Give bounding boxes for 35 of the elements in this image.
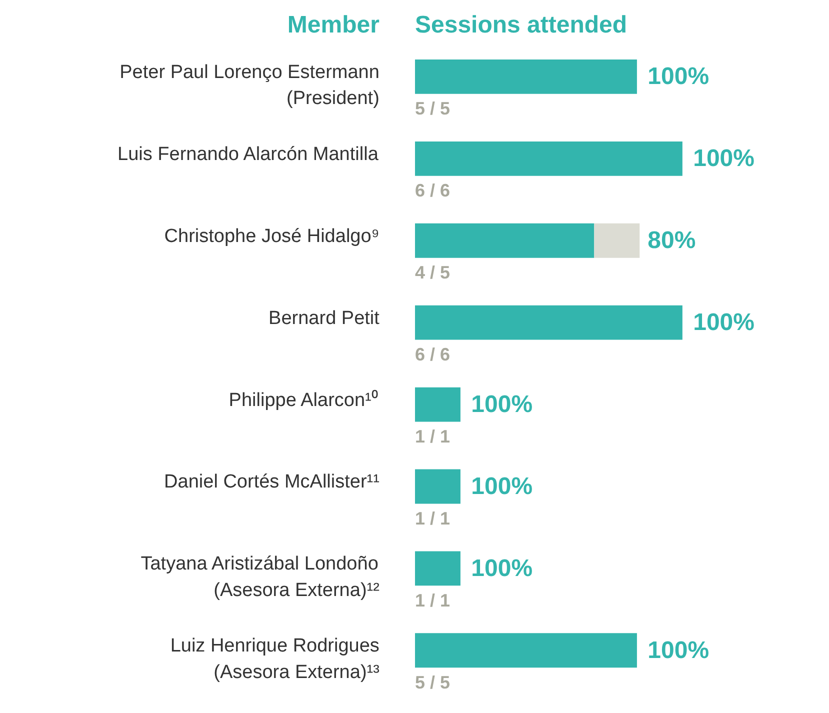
x-axis-title: Sessions attended <box>415 12 628 39</box>
y-tick-label: Bernard Petit <box>268 308 380 329</box>
bar <box>415 60 637 94</box>
bar <box>415 141 682 176</box>
bar <box>415 223 594 258</box>
bar <box>594 223 640 258</box>
y-axis-title: Member <box>287 12 380 39</box>
annotation: 5 / 5 <box>415 98 450 119</box>
annotation: 100% <box>648 63 710 90</box>
y-tick-label: Daniel Cortés McAllister¹¹ <box>164 472 380 493</box>
annotation: 100% <box>471 391 533 418</box>
bar <box>415 551 460 586</box>
y-tick-label: Luis Fernando Alarcón Mantilla <box>118 144 379 165</box>
annotation: 6 / 6 <box>415 180 450 201</box>
annotation: 100% <box>693 309 755 336</box>
bar <box>415 387 460 422</box>
y-tick-label: Christophe José Hidalgo⁹ <box>164 226 380 247</box>
annotation: 100% <box>648 636 710 664</box>
annotation: 6 / 6 <box>415 344 450 365</box>
bar <box>415 633 637 668</box>
y-tick-label: Philippe Alarcon¹⁰ <box>228 388 378 411</box>
bar <box>415 469 460 504</box>
bar <box>415 305 682 340</box>
annotation: 100% <box>693 145 755 172</box>
annotation: 100% <box>471 554 533 582</box>
y-tick-label: Peter Paul Lorenço Estermann (President) <box>120 62 380 110</box>
y-tick-label: Luiz Henrique Rodrigues (Asesora Externa)¹³ <box>170 636 380 683</box>
annotation: 100% <box>471 472 533 500</box>
annotation: 4 / 5 <box>415 262 450 283</box>
annotation: 1 / 1 <box>415 590 450 610</box>
annotation: 5 / 5 <box>415 672 450 692</box>
annotation: 1 / 1 <box>415 508 450 528</box>
annotation: 80% <box>648 227 696 254</box>
y-tick-label: Tatyana Aristizábal Londoño (Asesora Externa)¹² <box>140 554 380 601</box>
annotation: 1 / 1 <box>415 426 450 446</box>
